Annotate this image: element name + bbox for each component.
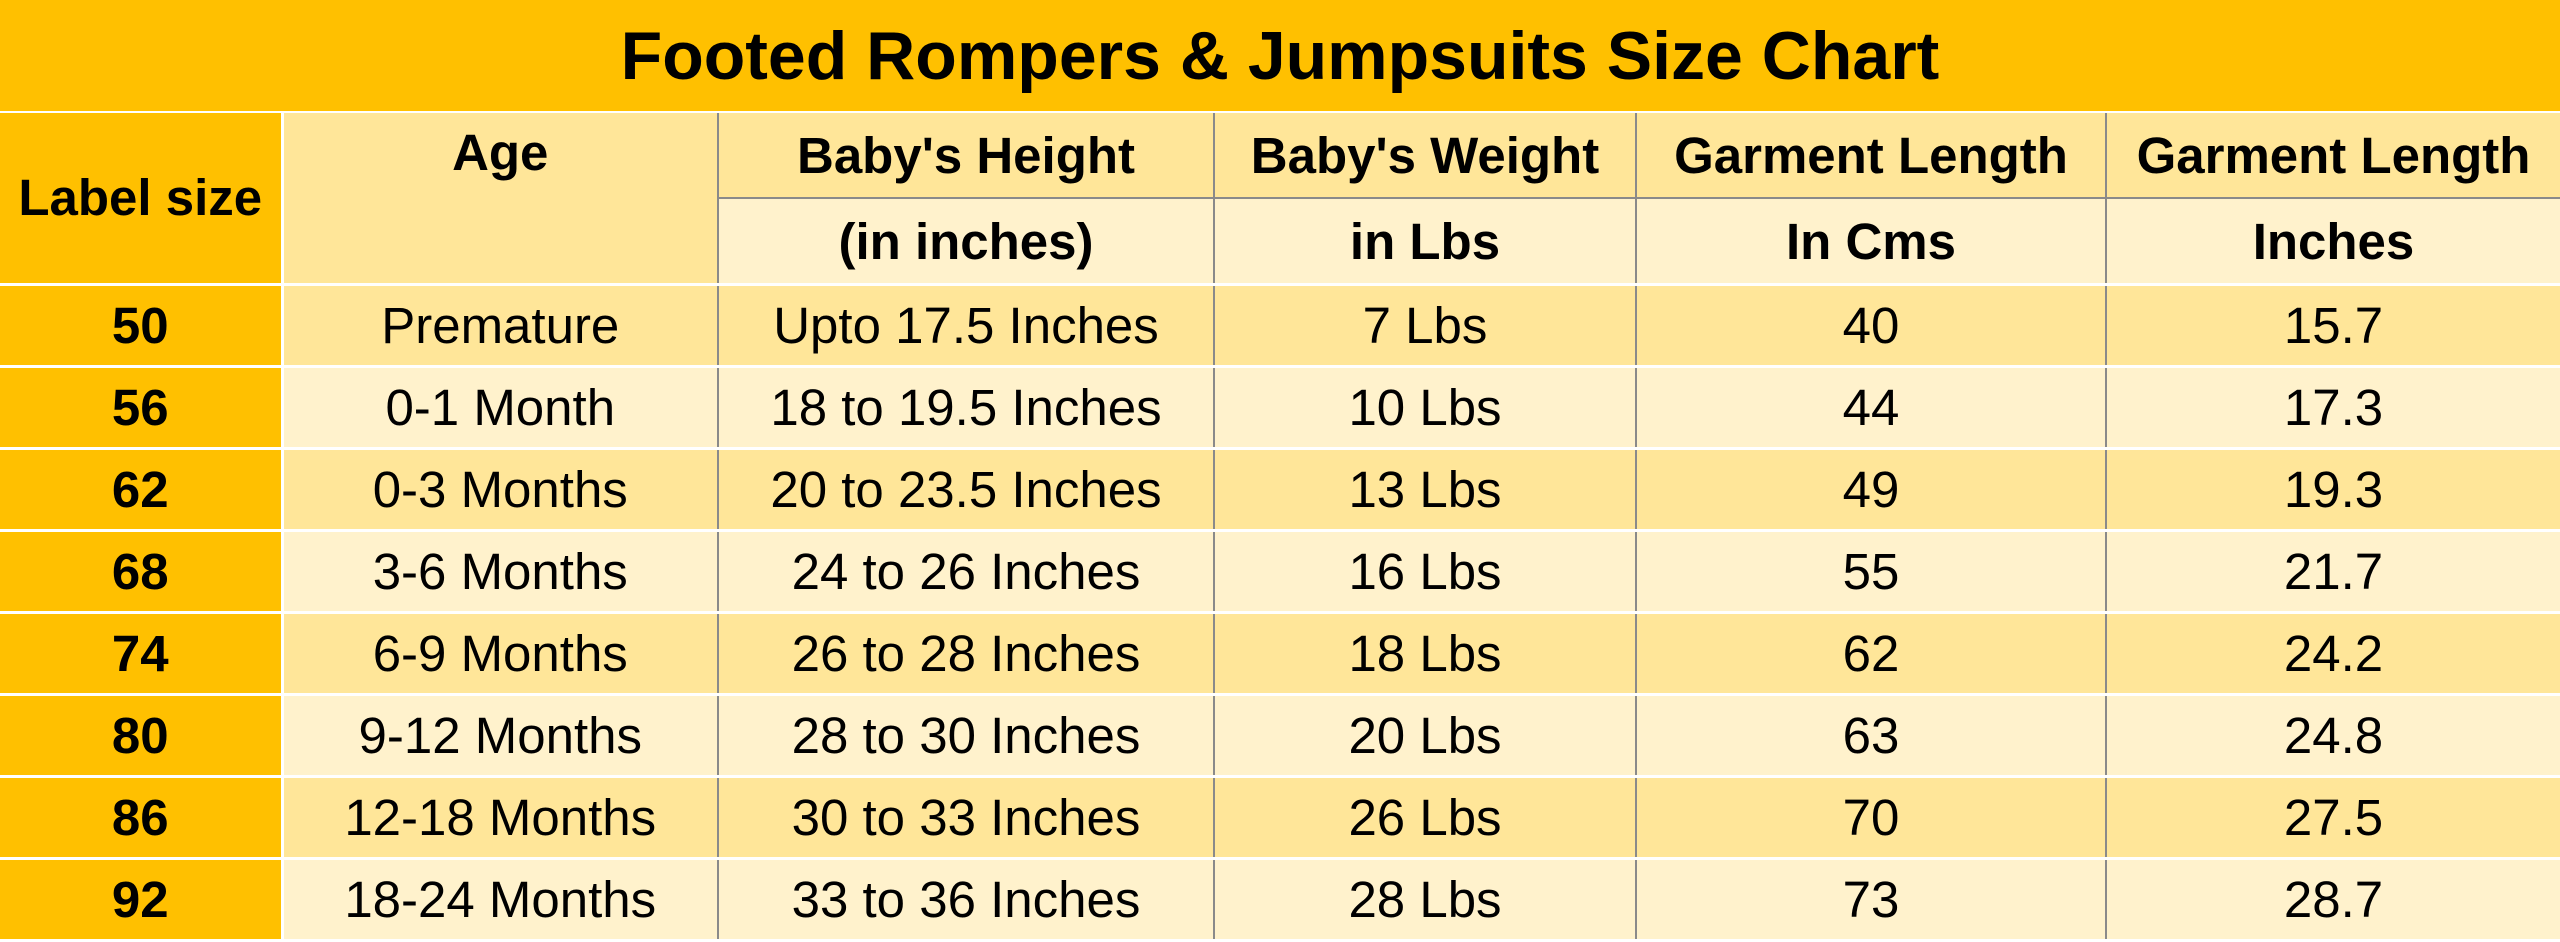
cell-cm: 40 (1635, 284, 2106, 368)
cell-label: 74 (0, 612, 284, 696)
cell-weight: 13 Lbs (1213, 448, 1636, 532)
cell-age: 6-9 Months (282, 612, 718, 696)
cell-cm: 49 (1635, 448, 2106, 532)
cell-height: 33 to 36 Inches (717, 858, 1214, 942)
cell-height: 18 to 19.5 Inches (717, 366, 1214, 450)
cell-label: 62 (0, 448, 284, 532)
cell-age: Premature (282, 284, 718, 368)
cell-label: 80 (0, 694, 284, 778)
cell-age: 9-12 Months (282, 694, 718, 778)
header-weight-unit: in Lbs (1213, 198, 1636, 286)
table-row: 50 Premature Upto 17.5 Inches 7 Lbs 40 15.7 (0, 284, 2560, 368)
cell-height: 20 to 23.5 Inches (717, 448, 1214, 532)
table-row: 62 0-3 Months 20 to 23.5 Inches 13 Lbs 49 19.… (0, 448, 2560, 532)
table-row: 56 0-1 Month 18 to 19.5 Inches 10 Lbs 44 17.3 (0, 366, 2560, 450)
chart-title: Footed Rompers & Jumpsuits Size Chart (0, 0, 2560, 111)
cell-height: Upto 17.5 Inches (717, 284, 1214, 368)
header-height-unit: (in inches) (717, 198, 1214, 286)
cell-in: 21.7 (2105, 530, 2560, 614)
cell-in: 28.7 (2105, 858, 2560, 942)
table-row: 86 12-18 Months 30 to 33 Inches 26 Lbs 70 27.… (0, 776, 2560, 860)
cell-in: 27.5 (2105, 776, 2560, 860)
cell-label: 86 (0, 776, 284, 860)
cell-in: 17.3 (2105, 366, 2560, 450)
cell-age: 3-6 Months (282, 530, 718, 614)
cell-in: 24.8 (2105, 694, 2560, 778)
cell-weight: 18 Lbs (1213, 612, 1636, 696)
cell-height: 24 to 26 Inches (717, 530, 1214, 614)
cell-weight: 7 Lbs (1213, 284, 1636, 368)
table-row: 80 9-12 Months 28 to 30 Inches 20 Lbs 63 24.8 (0, 694, 2560, 778)
cell-age: 0-1 Month (282, 366, 718, 450)
cell-cm: 73 (1635, 858, 2106, 942)
cell-in: 24.2 (2105, 612, 2560, 696)
header-length-cm: Garment Length (1635, 113, 2106, 199)
cell-weight: 26 Lbs (1213, 776, 1636, 860)
cell-height: 30 to 33 Inches (717, 776, 1214, 860)
header-weight: Baby's Weight (1213, 113, 1636, 199)
size-chart-table: Label size Age Baby's Height Baby's Weig… (0, 113, 2560, 942)
cell-age: 18-24 Months (282, 858, 718, 942)
cell-height: 26 to 28 Inches (717, 612, 1214, 696)
header-label-size: Label size (0, 113, 284, 286)
cell-age: 12-18 Months (282, 776, 718, 860)
cell-label: 68 (0, 530, 284, 614)
cell-cm: 62 (1635, 612, 2106, 696)
header-length-cm-unit: In Cms (1635, 198, 2106, 286)
cell-label: 92 (0, 858, 284, 942)
cell-weight: 10 Lbs (1213, 366, 1636, 450)
header-length-in-unit: Inches (2105, 198, 2560, 286)
table-row: 68 3-6 Months 24 to 26 Inches 16 Lbs 55 21.7 (0, 530, 2560, 614)
cell-label: 56 (0, 366, 284, 450)
header-age: Age (282, 113, 718, 286)
cell-age: 0-3 Months (282, 448, 718, 532)
cell-cm: 55 (1635, 530, 2106, 614)
cell-weight: 20 Lbs (1213, 694, 1636, 778)
cell-weight: 28 Lbs (1213, 858, 1636, 942)
table-row: 74 6-9 Months 26 to 28 Inches 18 Lbs 62 24.2 (0, 612, 2560, 696)
cell-cm: 63 (1635, 694, 2106, 778)
cell-weight: 16 Lbs (1213, 530, 1636, 614)
header-height: Baby's Height (717, 113, 1214, 199)
cell-height: 28 to 30 Inches (717, 694, 1214, 778)
table-row: 92 18-24 Months 33 to 36 Inches 28 Lbs 73 28.… (0, 858, 2560, 942)
header-length-in: Garment Length (2105, 113, 2560, 199)
cell-cm: 70 (1635, 776, 2106, 860)
cell-in: 19.3 (2105, 448, 2560, 532)
cell-cm: 44 (1635, 366, 2106, 450)
cell-in: 15.7 (2105, 284, 2560, 368)
cell-label: 50 (0, 284, 284, 368)
